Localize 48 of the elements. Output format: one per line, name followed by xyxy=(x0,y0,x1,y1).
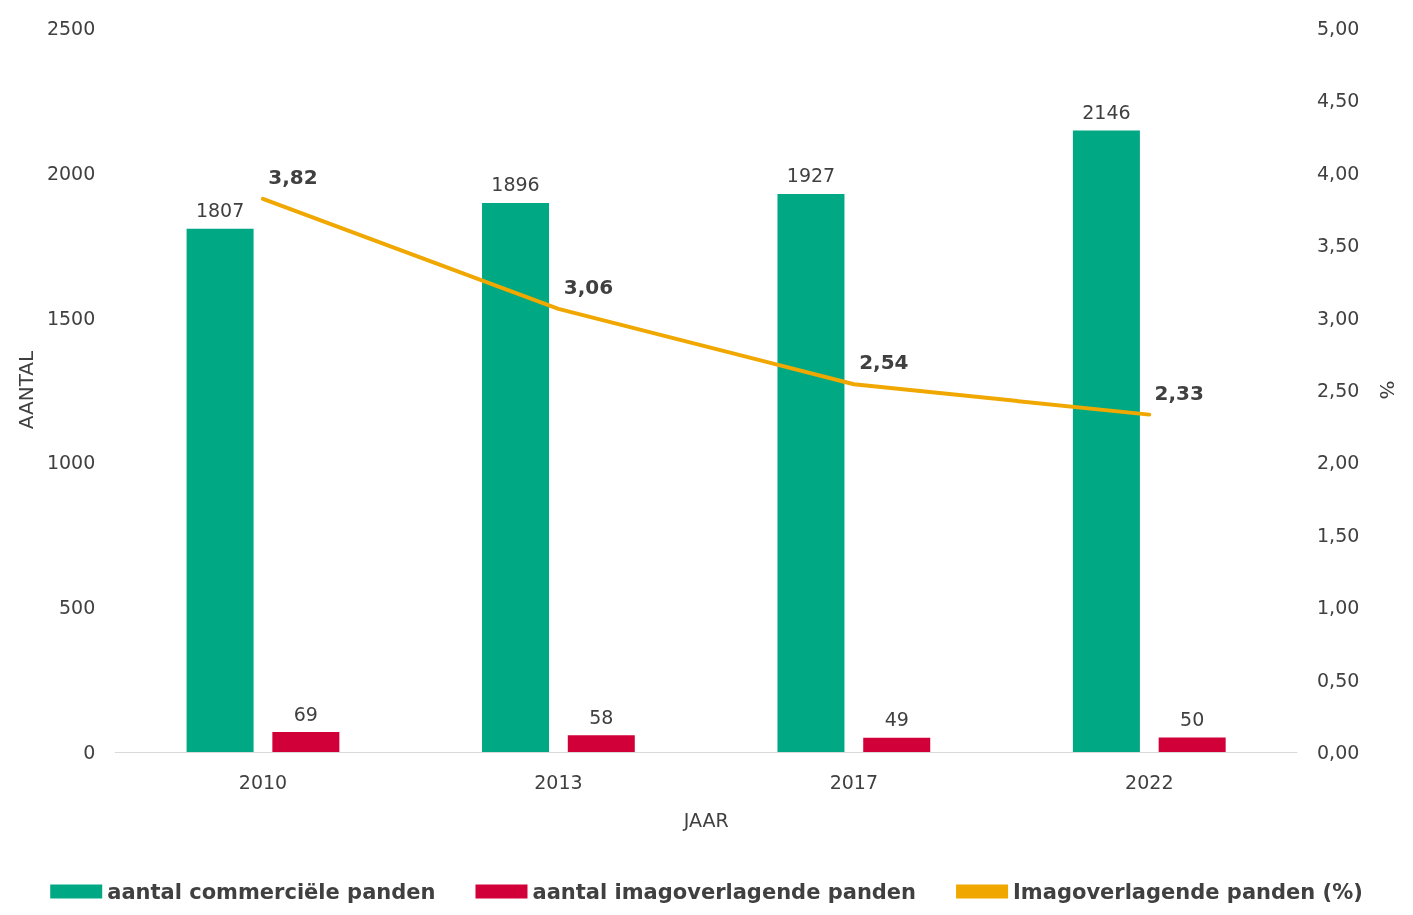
bar xyxy=(777,193,845,752)
legend-label: Imagoverlagende panden (%) xyxy=(1013,879,1363,904)
y-tick-label: 1500 xyxy=(46,306,96,329)
x-tick-label: 2017 xyxy=(829,770,879,793)
bar xyxy=(186,228,254,752)
data-label: 2146 xyxy=(1082,101,1131,124)
y2-tick-label: 0,00 xyxy=(1317,741,1360,763)
x-tick-label: 2013 xyxy=(534,770,583,793)
y2-tick-label: 5,00 xyxy=(1317,17,1360,39)
data-label: 58 xyxy=(589,705,614,728)
data-label: 1896 xyxy=(491,173,540,196)
bar xyxy=(482,202,550,752)
y-tick-label: 2500 xyxy=(46,17,96,39)
y-tick-label: 0 xyxy=(83,741,96,763)
data-label: 50 xyxy=(1180,708,1205,731)
y2-tick-label: 3,50 xyxy=(1317,234,1360,257)
x-tick-label: 2010 xyxy=(238,770,288,793)
data-label: 2,54 xyxy=(859,350,909,375)
y2-tick-label: 0,50 xyxy=(1317,668,1360,691)
y-tick-label: 2000 xyxy=(46,161,96,184)
data-label: 69 xyxy=(293,702,318,725)
x-tick-label: 2022 xyxy=(1125,770,1174,793)
bar xyxy=(1072,130,1140,752)
y-tick-label: 500 xyxy=(58,596,96,619)
x-axis-title: JAAR xyxy=(682,808,729,831)
data-label: 2,33 xyxy=(1154,380,1204,405)
y2-tick-label: 1,50 xyxy=(1317,523,1360,546)
bar xyxy=(1158,737,1226,752)
legend-label: aantal commerciële panden xyxy=(107,879,436,904)
bar xyxy=(272,732,340,752)
bar xyxy=(863,737,931,752)
data-label: 49 xyxy=(884,708,909,731)
y2-tick-label: 4,50 xyxy=(1317,89,1360,112)
y-tick-label: 1000 xyxy=(46,451,96,474)
y-axis-title: AANTAL xyxy=(14,349,38,430)
bar xyxy=(567,735,635,752)
line-series xyxy=(260,196,1152,417)
y2-tick-label: 4,00 xyxy=(1317,161,1360,184)
data-label: 1927 xyxy=(786,164,836,187)
data-label: 3,06 xyxy=(563,274,614,299)
y2-tick-label: 1,00 xyxy=(1317,596,1360,619)
data-label: 3,82 xyxy=(268,164,318,189)
y2-tick-label: 2,50 xyxy=(1317,379,1360,401)
data-label: 1807 xyxy=(195,199,245,222)
y2-tick-label: 2,00 xyxy=(1317,451,1360,474)
y2-tick-label: 3,00 xyxy=(1317,306,1360,329)
y2-axis-title: % xyxy=(1375,380,1399,400)
legend-label: aantal imagoverlagende panden xyxy=(532,879,917,904)
